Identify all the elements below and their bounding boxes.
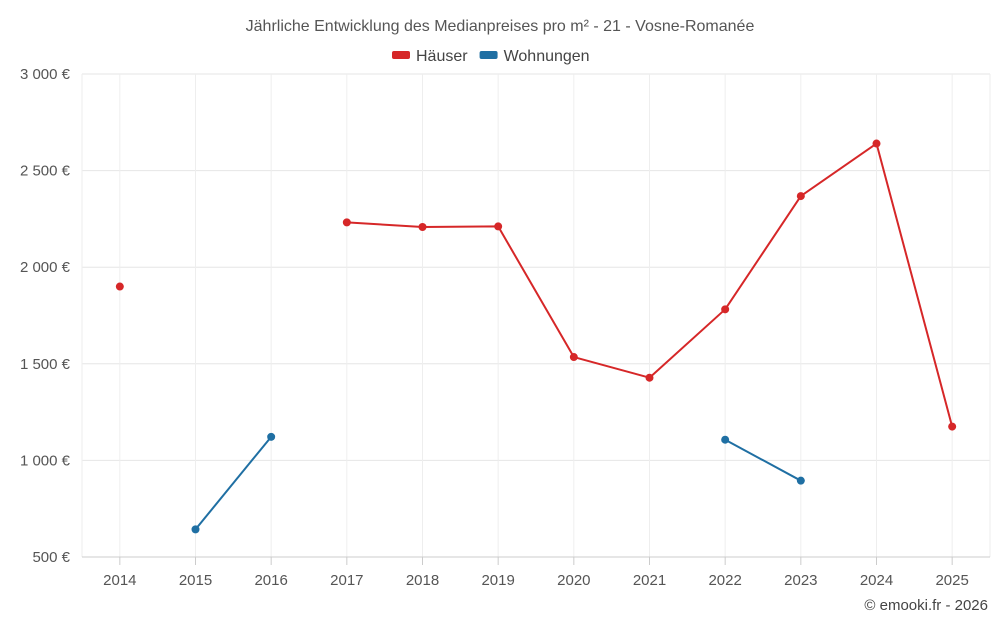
legend-label: Häuser bbox=[416, 48, 468, 65]
grid bbox=[81, 73, 991, 558]
series-line bbox=[194, 436, 272, 531]
chart-title: Jährliche Entwicklung des Medianpreises … bbox=[246, 18, 755, 35]
data-point[interactable] bbox=[721, 305, 730, 314]
data-point[interactable] bbox=[191, 525, 200, 534]
y-axis: 500 € 1 000 € 1 500 € 2 000 € 2 500 € 3 000 € bbox=[20, 66, 71, 566]
y-tick-label: 2 000 € bbox=[20, 259, 71, 276]
data-point[interactable] bbox=[721, 435, 730, 444]
x-tick-label: 2019 bbox=[481, 572, 514, 589]
legend-item[interactable]: Wohnungen bbox=[479, 48, 590, 65]
y-tick-label: 3 000 € bbox=[20, 66, 71, 83]
x-tick-label: 2021 bbox=[633, 572, 666, 589]
data-point[interactable] bbox=[267, 432, 276, 441]
x-tick-label: 2016 bbox=[254, 572, 287, 589]
data-point[interactable] bbox=[645, 373, 654, 382]
y-tick-label: 1 500 € bbox=[20, 356, 71, 373]
data-point[interactable] bbox=[948, 422, 957, 431]
data-point[interactable] bbox=[796, 192, 805, 201]
x-tick-label: 2018 bbox=[406, 572, 439, 589]
x-tick-label: 2015 bbox=[179, 572, 212, 589]
data-point[interactable] bbox=[494, 222, 503, 231]
x-axis: 2014 2015 2016 2017 2018 2019 2020 2021 2022 2023… bbox=[82, 556, 990, 589]
data-point[interactable] bbox=[872, 139, 881, 148]
legend-item[interactable]: Häuser bbox=[392, 48, 468, 65]
legend-swatch bbox=[392, 51, 410, 59]
x-tick-label: 2025 bbox=[935, 572, 968, 589]
x-tick-label: 2023 bbox=[784, 572, 817, 589]
data-point[interactable] bbox=[569, 353, 578, 362]
legend: Häuser Wohnungen bbox=[392, 48, 590, 65]
data-point[interactable] bbox=[115, 282, 124, 291]
y-tick-label: 2 500 € bbox=[20, 163, 71, 180]
x-tick-label: 2017 bbox=[330, 572, 363, 589]
legend-label: Wohnungen bbox=[504, 48, 590, 65]
series-1 bbox=[191, 432, 805, 534]
data-point[interactable] bbox=[418, 223, 427, 232]
series-0 bbox=[115, 139, 957, 431]
data-point[interactable] bbox=[796, 476, 805, 485]
series-layer bbox=[115, 139, 957, 534]
y-tick-label: 1 000 € bbox=[20, 452, 71, 469]
legend-swatch bbox=[479, 51, 498, 59]
x-tick-label: 2020 bbox=[557, 572, 590, 589]
y-tick-label: 500 € bbox=[32, 549, 70, 566]
x-tick-label: 2014 bbox=[103, 572, 136, 589]
series-line bbox=[724, 438, 802, 482]
credit-text: © emooki.fr - 2026 bbox=[864, 597, 988, 614]
x-tick-label: 2024 bbox=[860, 572, 893, 589]
x-tick-label: 2022 bbox=[708, 572, 741, 589]
data-point[interactable] bbox=[342, 218, 351, 227]
